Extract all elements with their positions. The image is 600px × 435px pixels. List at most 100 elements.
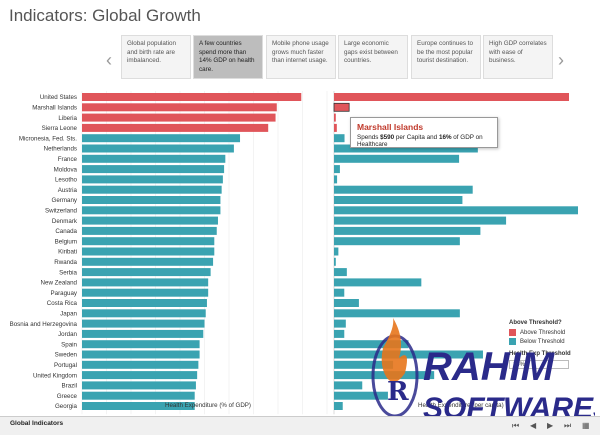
prev-page-icon[interactable]: ◀ xyxy=(530,421,537,430)
story-point-5[interactable]: Europe continues to be the most popular … xyxy=(411,35,481,79)
bar-per-capita xyxy=(334,216,507,225)
last-page-icon[interactable]: ⏭ xyxy=(564,421,572,430)
category-label: Paraguay xyxy=(51,290,78,297)
category-label: Sweden xyxy=(55,352,78,359)
parameter-title: Health Exp Threshold xyxy=(509,351,571,357)
category-label: Sierra Leone xyxy=(42,125,78,132)
bar-pct-gdp xyxy=(82,350,200,359)
bar-pct-gdp xyxy=(82,175,223,184)
bar-per-capita xyxy=(334,391,388,400)
bar-pct-gdp xyxy=(82,319,205,328)
bar-per-capita xyxy=(334,226,481,235)
bar-pct-gdp xyxy=(82,268,211,277)
bar-pct-gdp xyxy=(82,93,302,101)
legend-item-above[interactable]: Above Threshold xyxy=(509,329,565,336)
bar-per-capita xyxy=(334,165,340,174)
bar-per-capita xyxy=(334,381,363,390)
bar-pct-gdp xyxy=(82,237,215,246)
category-label: United States xyxy=(40,94,77,101)
category-label: Costa Rica xyxy=(47,300,78,307)
bar-pct-gdp xyxy=(82,309,206,318)
bar-pct-gdp xyxy=(82,329,204,338)
first-page-icon[interactable]: ⏮ xyxy=(512,421,520,430)
bar-per-capita xyxy=(334,123,337,132)
bar-pct-gdp xyxy=(82,113,276,122)
category-label: Georgia xyxy=(55,403,78,410)
category-label: Rwanda xyxy=(54,259,77,266)
legend-label: Above Threshold xyxy=(520,329,566,336)
bar-per-capita xyxy=(334,134,345,143)
story-point-2[interactable]: A few countries spend more than 14% GDP … xyxy=(193,35,263,79)
chevron-right-icon[interactable]: › xyxy=(558,50,564,70)
category-label: Marshall Islands xyxy=(32,105,77,112)
bar-pct-gdp xyxy=(82,154,226,163)
bar-per-capita xyxy=(334,350,483,359)
category-label: New Zealand xyxy=(41,280,78,287)
legend-label: Below Threshold xyxy=(520,338,565,345)
category-label: Serbia xyxy=(59,269,77,276)
category-label: Lesotho xyxy=(55,177,78,184)
bar-per-capita xyxy=(334,288,345,297)
category-label: Greece xyxy=(57,393,78,400)
threshold-input[interactable]: 14% xyxy=(509,360,569,369)
bar-pct-gdp xyxy=(82,226,217,235)
bar-pct-gdp xyxy=(82,103,277,112)
category-label: Kiribati xyxy=(58,249,77,256)
bar-per-capita xyxy=(334,319,346,328)
bar-pct-gdp xyxy=(82,123,269,132)
bar-pct-gdp xyxy=(82,278,209,287)
bar-pct-gdp xyxy=(82,288,209,297)
story-point-3[interactable]: Mobile phone usage grows much faster tha… xyxy=(266,35,336,79)
bar-per-capita xyxy=(334,299,359,307)
bar-pct-gdp xyxy=(82,216,218,225)
legend-item-below[interactable]: Below Threshold xyxy=(509,338,565,345)
legend-swatch xyxy=(509,329,516,336)
category-label: Germany xyxy=(52,197,78,204)
health-expenditure-chart: 0%2%4%6%8%10%12%14%16%18%20%$0$1,000Unit… xyxy=(10,91,578,420)
category-label: Denmark xyxy=(52,218,78,225)
category-label: Canada xyxy=(55,228,77,235)
x-axis-title-left: Health Expenditure (% of GDP) xyxy=(165,402,251,409)
bar-per-capita xyxy=(334,144,478,153)
bar-per-capita xyxy=(334,185,473,194)
bar-per-capita xyxy=(334,93,570,101)
bar-per-capita xyxy=(334,257,336,266)
bar-per-capita xyxy=(334,196,463,204)
category-label: France xyxy=(58,156,78,163)
category-label: Micronesia, Fed. Sts. xyxy=(19,135,77,142)
story-point-6[interactable]: High GDP correlates with ease of busines… xyxy=(483,35,553,79)
tooltip-text: Spends $590 per Capita and 16% of GDP on… xyxy=(357,134,483,148)
next-page-icon[interactable]: ▶ xyxy=(547,421,554,430)
bar-per-capita xyxy=(334,113,336,122)
bar-pct-gdp xyxy=(82,206,221,215)
bar-per-capita xyxy=(334,340,409,349)
bar-per-capita xyxy=(334,154,460,163)
threshold-parameter: Health Exp Threshold 14% xyxy=(509,351,571,369)
story-point-1[interactable]: Global population and birth rate are imb… xyxy=(121,35,191,79)
category-label: Brazil xyxy=(62,383,77,390)
bar-pct-gdp xyxy=(82,340,200,349)
bar-pct-gdp xyxy=(82,257,214,266)
grid-view-icon[interactable]: ▦ xyxy=(582,421,590,430)
bar-per-capita xyxy=(334,268,347,277)
category-label: Liberia xyxy=(58,115,77,122)
chevron-left-icon[interactable]: ‹ xyxy=(106,50,112,70)
bar-per-capita xyxy=(333,102,350,112)
bar-per-capita xyxy=(334,360,394,369)
bar-pct-gdp xyxy=(82,402,195,410)
bar-per-capita xyxy=(334,402,343,410)
category-label: Netherlands xyxy=(44,146,77,153)
legend-swatch xyxy=(509,338,516,345)
legend-title: Above Threshold? xyxy=(509,320,562,326)
bar-pct-gdp xyxy=(82,144,234,153)
category-label: Moldova xyxy=(54,166,78,173)
tab-global-indicators[interactable]: Global Indicators xyxy=(10,420,64,427)
bar-pct-gdp xyxy=(82,360,199,369)
bar-pct-gdp xyxy=(82,247,215,256)
bar-per-capita xyxy=(334,309,460,318)
story-point-4[interactable]: Large economic gaps exist between countr… xyxy=(338,35,408,79)
x-axis-title-right: Health Expenditure (per capita) xyxy=(418,402,504,409)
bar-pct-gdp xyxy=(82,196,221,204)
category-label: Switzerland xyxy=(45,208,78,215)
bar-pct-gdp xyxy=(82,165,225,174)
